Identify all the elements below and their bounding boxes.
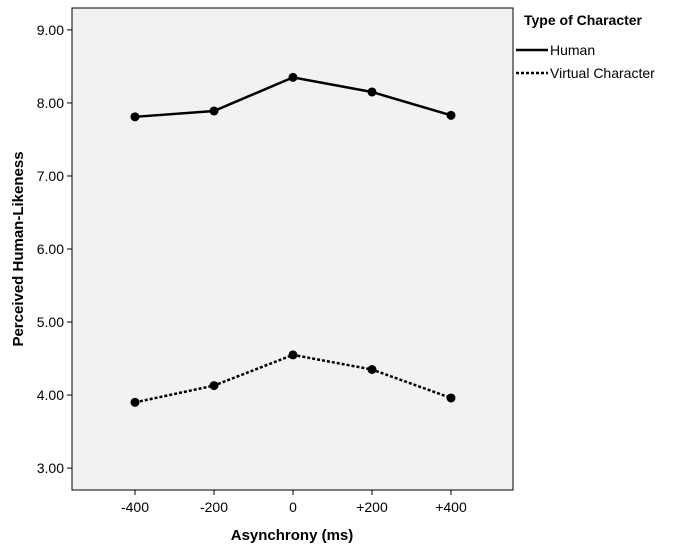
y-tick-label: 5.00 <box>37 314 64 330</box>
x-tick-label: -400 <box>121 499 149 515</box>
data-point-virtual-character <box>130 397 140 407</box>
x-tick-label: -200 <box>200 499 228 515</box>
data-point-human <box>288 72 298 82</box>
y-tick-label: 9.00 <box>37 22 64 38</box>
x-tick-label: +400 <box>435 499 467 515</box>
data-point-human <box>209 106 219 116</box>
y-axis-title: Perceived Human-Likeness <box>10 151 27 346</box>
y-tick-label: 6.00 <box>37 241 64 257</box>
x-tick-label: 0 <box>289 499 297 515</box>
legend-title: Type of Character <box>524 12 643 28</box>
plot-area <box>71 7 514 491</box>
legend: Type of Character Human Virtual Characte… <box>516 12 655 81</box>
x-axis-title: Asynchrony (ms) <box>231 527 354 544</box>
y-tick-label: 3.00 <box>37 460 64 476</box>
y-tick-label: 7.00 <box>37 168 64 184</box>
data-point-human <box>367 87 377 97</box>
x-axis: -400 -200 0 +200 +400 <box>121 490 467 515</box>
data-point-human <box>130 112 140 122</box>
y-tick-label: 8.00 <box>37 95 64 111</box>
data-point-virtual-character <box>209 381 219 391</box>
y-axis: 3.00 4.00 5.00 6.00 7.00 8.00 9.00 <box>37 22 72 476</box>
legend-label-human: Human <box>550 42 595 58</box>
series-layer <box>130 72 456 407</box>
data-point-virtual-character <box>367 365 377 374</box>
legend-label-virtual-character: Virtual Character <box>550 65 655 81</box>
x-tick-label: +200 <box>356 499 388 515</box>
data-point-virtual-character <box>288 350 298 360</box>
y-tick-label: 4.00 <box>37 387 64 403</box>
data-point-human <box>446 110 456 120</box>
data-point-virtual-character <box>446 393 456 403</box>
